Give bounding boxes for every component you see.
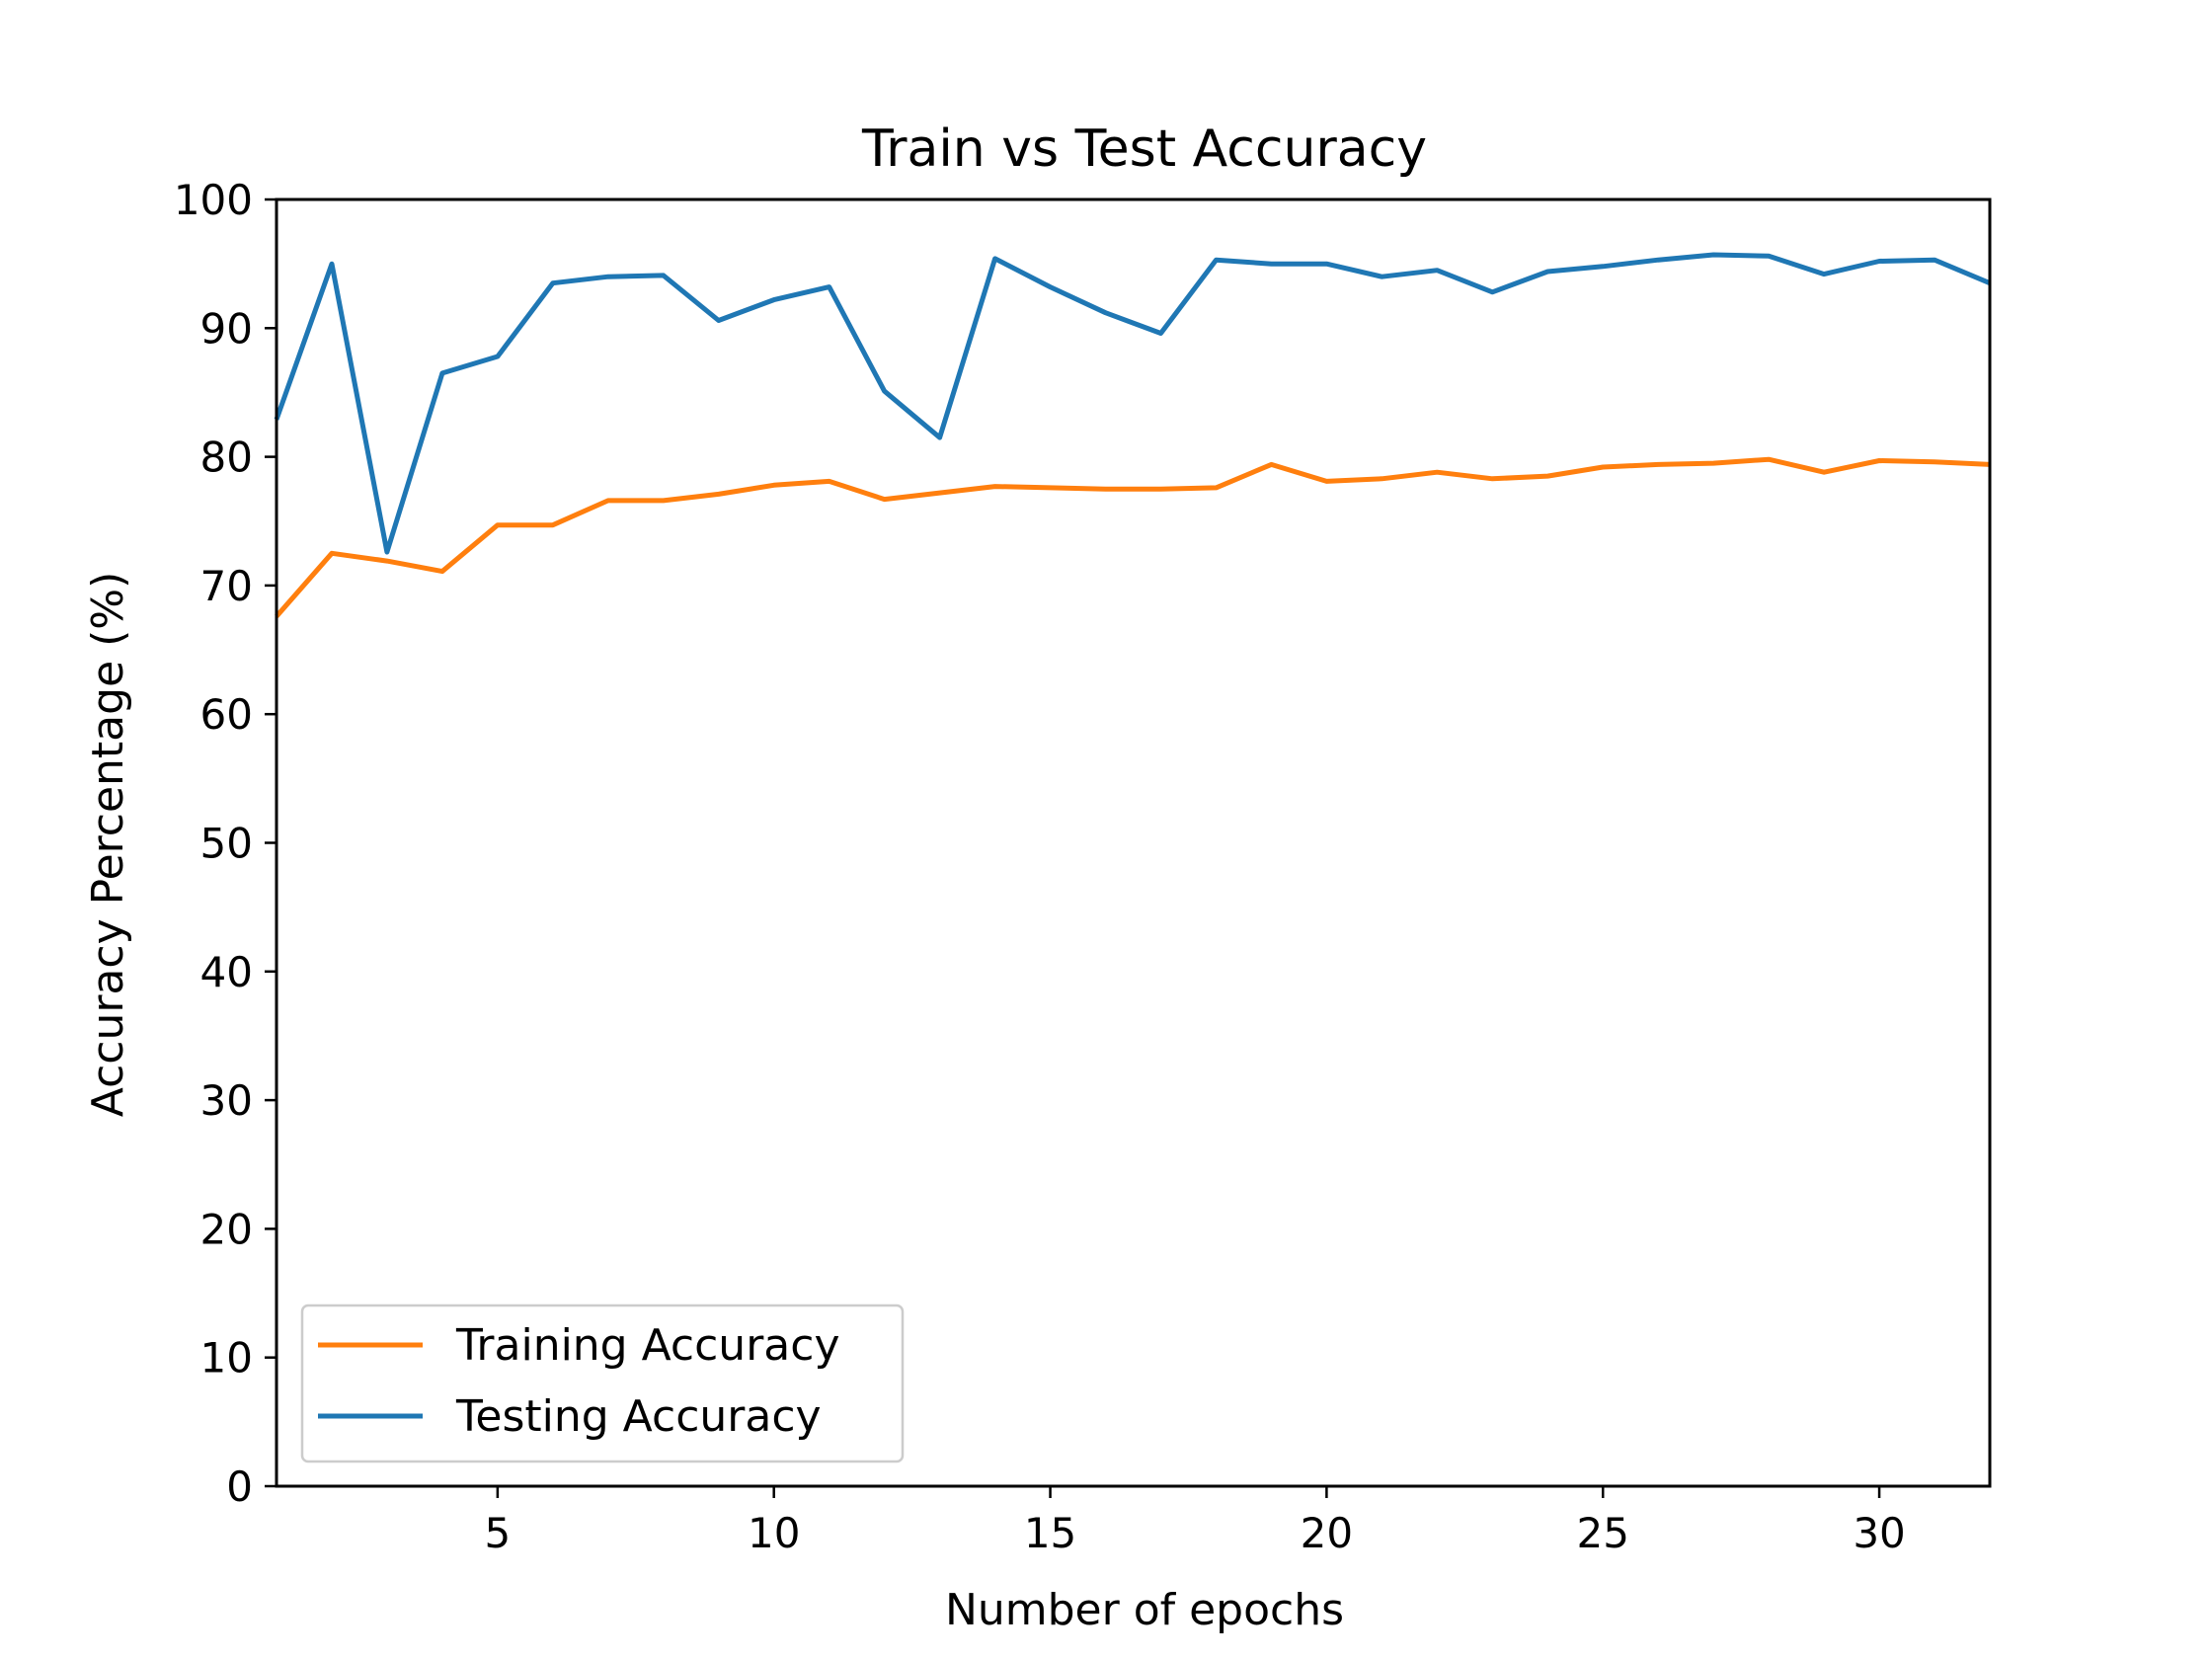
x-axis-label: Number of epochs: [945, 1585, 1344, 1635]
y-tick-label: 20: [200, 1205, 253, 1253]
y-axis: 0 10 20 30 40 50 60 70 80 90 100: [174, 176, 276, 1511]
legend-label-1: Training Accuracy: [455, 1320, 839, 1371]
chart-title: Train vs Test Accuracy: [861, 119, 1427, 179]
x-tick-label: 5: [485, 1509, 512, 1557]
legend-label-2: Testing Accuracy: [455, 1391, 822, 1442]
y-axis-label: Accuracy Percentage (%): [83, 572, 133, 1118]
x-tick-label: 30: [1853, 1509, 1905, 1557]
y-tick-label: 100: [174, 176, 253, 224]
x-tick-label: 10: [748, 1509, 800, 1557]
plot-lines: [274, 252, 1991, 618]
y-tick-label: 30: [200, 1076, 253, 1125]
y-tick-label: 90: [200, 304, 253, 353]
legend-box: [300, 1304, 905, 1463]
y-tick-label: 0: [226, 1462, 253, 1511]
y-tick-label: 80: [200, 434, 253, 482]
x-tick-label: 15: [1024, 1509, 1076, 1557]
x-axis: 5 10 15 20 25 30: [485, 1486, 1906, 1557]
y-tick-label: 10: [200, 1334, 253, 1382]
x-tick-label: 25: [1576, 1509, 1628, 1557]
series-line-1: [275, 456, 1991, 618]
x-tick-label: 20: [1301, 1509, 1353, 1557]
y-tick-label: 40: [200, 948, 253, 996]
y-tick-label: 70: [200, 562, 253, 610]
y-tick-label: 50: [200, 820, 253, 868]
legend: Training Accuracy Testing Accuracy: [300, 1304, 905, 1463]
y-tick-label: 60: [200, 690, 253, 739]
series-line-2: [274, 252, 1991, 555]
